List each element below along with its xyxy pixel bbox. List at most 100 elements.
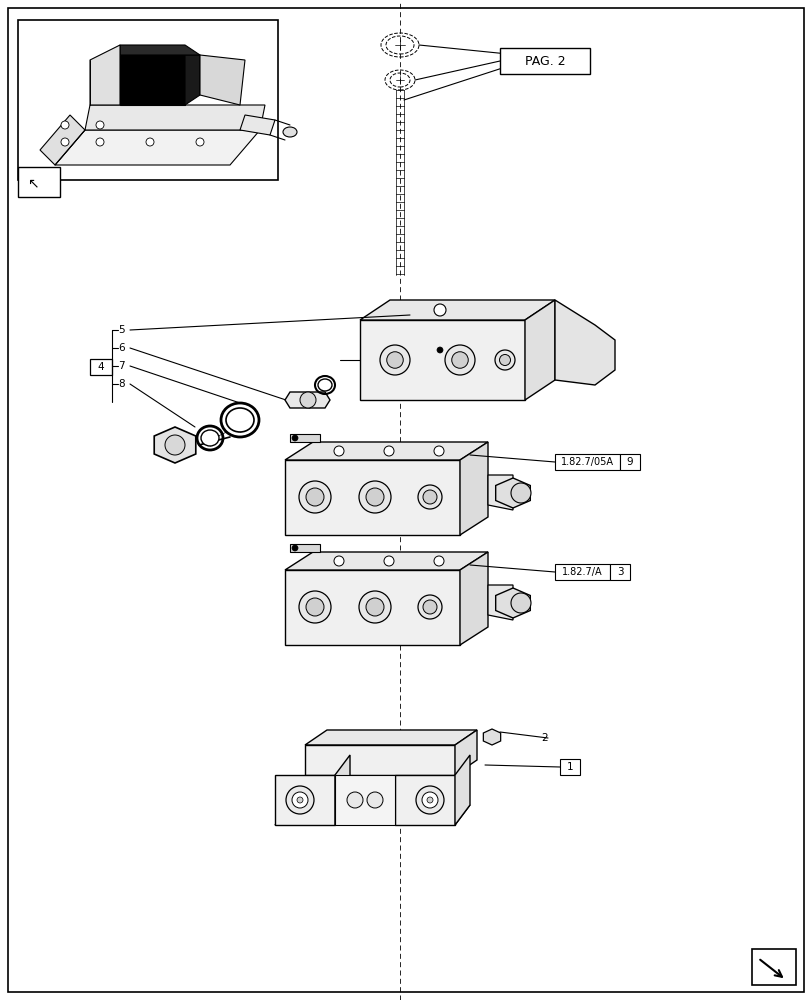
Circle shape bbox=[427, 797, 432, 803]
Polygon shape bbox=[285, 392, 329, 408]
Circle shape bbox=[358, 591, 391, 623]
Bar bbox=[500, 48, 590, 74]
Circle shape bbox=[423, 490, 436, 504]
Text: 6: 6 bbox=[118, 343, 124, 353]
Bar bbox=[18, 167, 60, 197]
Polygon shape bbox=[305, 745, 454, 775]
Circle shape bbox=[292, 792, 307, 808]
Bar bbox=[90, 359, 112, 375]
Circle shape bbox=[436, 347, 443, 353]
Circle shape bbox=[346, 792, 363, 808]
Circle shape bbox=[299, 392, 315, 408]
Polygon shape bbox=[454, 755, 470, 825]
Bar bbox=[751, 949, 795, 985]
Circle shape bbox=[96, 121, 104, 129]
Polygon shape bbox=[554, 300, 614, 385]
Text: 1.82.7/05A: 1.82.7/05A bbox=[560, 457, 613, 467]
Text: 7: 7 bbox=[118, 361, 124, 371]
Text: 2: 2 bbox=[541, 733, 547, 743]
Circle shape bbox=[386, 352, 403, 368]
Circle shape bbox=[366, 488, 384, 506]
Circle shape bbox=[423, 600, 436, 614]
Circle shape bbox=[61, 138, 69, 146]
Circle shape bbox=[433, 304, 445, 316]
Polygon shape bbox=[285, 442, 487, 460]
Polygon shape bbox=[305, 730, 476, 745]
Polygon shape bbox=[90, 45, 120, 105]
Circle shape bbox=[146, 138, 154, 146]
Circle shape bbox=[451, 352, 468, 368]
Polygon shape bbox=[275, 805, 350, 825]
Circle shape bbox=[297, 797, 303, 803]
Circle shape bbox=[292, 435, 298, 441]
Circle shape bbox=[292, 545, 298, 551]
Circle shape bbox=[499, 355, 510, 365]
Circle shape bbox=[298, 591, 331, 623]
Polygon shape bbox=[200, 55, 245, 105]
Circle shape bbox=[510, 483, 530, 503]
Polygon shape bbox=[154, 427, 195, 463]
Circle shape bbox=[422, 792, 437, 808]
Polygon shape bbox=[495, 588, 530, 618]
Circle shape bbox=[61, 121, 69, 129]
Polygon shape bbox=[275, 775, 335, 825]
Polygon shape bbox=[55, 130, 260, 165]
Circle shape bbox=[358, 481, 391, 513]
Bar bbox=[554, 564, 609, 580]
Polygon shape bbox=[394, 775, 454, 825]
Circle shape bbox=[415, 786, 444, 814]
Text: 8: 8 bbox=[118, 379, 124, 389]
Circle shape bbox=[384, 556, 393, 566]
Polygon shape bbox=[85, 105, 264, 130]
Polygon shape bbox=[495, 478, 530, 508]
Circle shape bbox=[298, 481, 331, 513]
Circle shape bbox=[333, 556, 344, 566]
Polygon shape bbox=[285, 460, 460, 535]
Circle shape bbox=[510, 593, 530, 613]
Bar bbox=[18, 20, 277, 180]
Polygon shape bbox=[359, 320, 525, 400]
Polygon shape bbox=[285, 552, 487, 570]
Ellipse shape bbox=[225, 408, 254, 432]
Polygon shape bbox=[487, 475, 513, 510]
Circle shape bbox=[333, 446, 344, 456]
Polygon shape bbox=[525, 300, 554, 400]
Circle shape bbox=[433, 556, 444, 566]
Circle shape bbox=[367, 792, 383, 808]
Circle shape bbox=[495, 350, 514, 370]
Polygon shape bbox=[120, 55, 185, 105]
Text: PAG. 2: PAG. 2 bbox=[524, 55, 564, 68]
Text: 4: 4 bbox=[97, 362, 104, 372]
Polygon shape bbox=[359, 300, 554, 320]
Polygon shape bbox=[487, 585, 513, 620]
Bar bbox=[554, 454, 620, 470]
Text: 1: 1 bbox=[566, 762, 573, 772]
Text: ↖: ↖ bbox=[27, 176, 39, 190]
Polygon shape bbox=[483, 729, 500, 745]
Polygon shape bbox=[290, 434, 320, 442]
Circle shape bbox=[418, 595, 441, 619]
Polygon shape bbox=[454, 730, 476, 775]
Text: 9: 9 bbox=[626, 457, 633, 467]
Polygon shape bbox=[290, 544, 320, 552]
Circle shape bbox=[96, 138, 104, 146]
Circle shape bbox=[306, 598, 324, 616]
Polygon shape bbox=[120, 45, 200, 55]
Circle shape bbox=[433, 446, 444, 456]
Text: 5: 5 bbox=[118, 325, 124, 335]
Circle shape bbox=[366, 598, 384, 616]
Ellipse shape bbox=[318, 379, 332, 391]
Polygon shape bbox=[185, 55, 200, 105]
Circle shape bbox=[285, 786, 314, 814]
Bar bbox=[620, 454, 639, 470]
Polygon shape bbox=[40, 115, 85, 165]
Circle shape bbox=[384, 446, 393, 456]
Circle shape bbox=[418, 485, 441, 509]
Polygon shape bbox=[394, 805, 470, 825]
Circle shape bbox=[380, 345, 410, 375]
Polygon shape bbox=[240, 115, 275, 135]
Circle shape bbox=[306, 488, 324, 506]
Circle shape bbox=[195, 138, 204, 146]
Circle shape bbox=[444, 345, 474, 375]
Polygon shape bbox=[460, 552, 487, 645]
